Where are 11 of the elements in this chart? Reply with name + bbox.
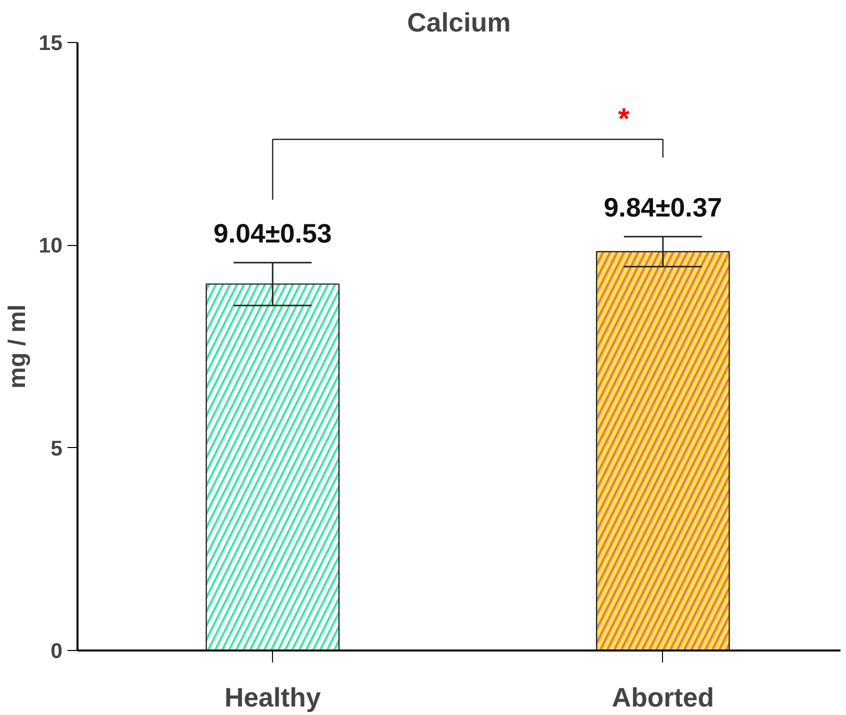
y-axis-title: mg / ml — [4, 304, 31, 389]
chart-title: Calcium — [407, 8, 511, 38]
x-tick-label: Aborted — [612, 682, 714, 712]
data-label: 9.84±0.37 — [604, 192, 722, 222]
data-label: 9.04±0.53 — [213, 218, 332, 248]
x-tick-label: Healthy — [224, 682, 321, 712]
y-tick-label: 15 — [38, 31, 63, 55]
y-tick-label: 5 — [50, 436, 63, 460]
y-tick-label: 0 — [50, 639, 63, 663]
annotation: * — [618, 102, 630, 136]
y-tick-label: 10 — [38, 234, 63, 258]
